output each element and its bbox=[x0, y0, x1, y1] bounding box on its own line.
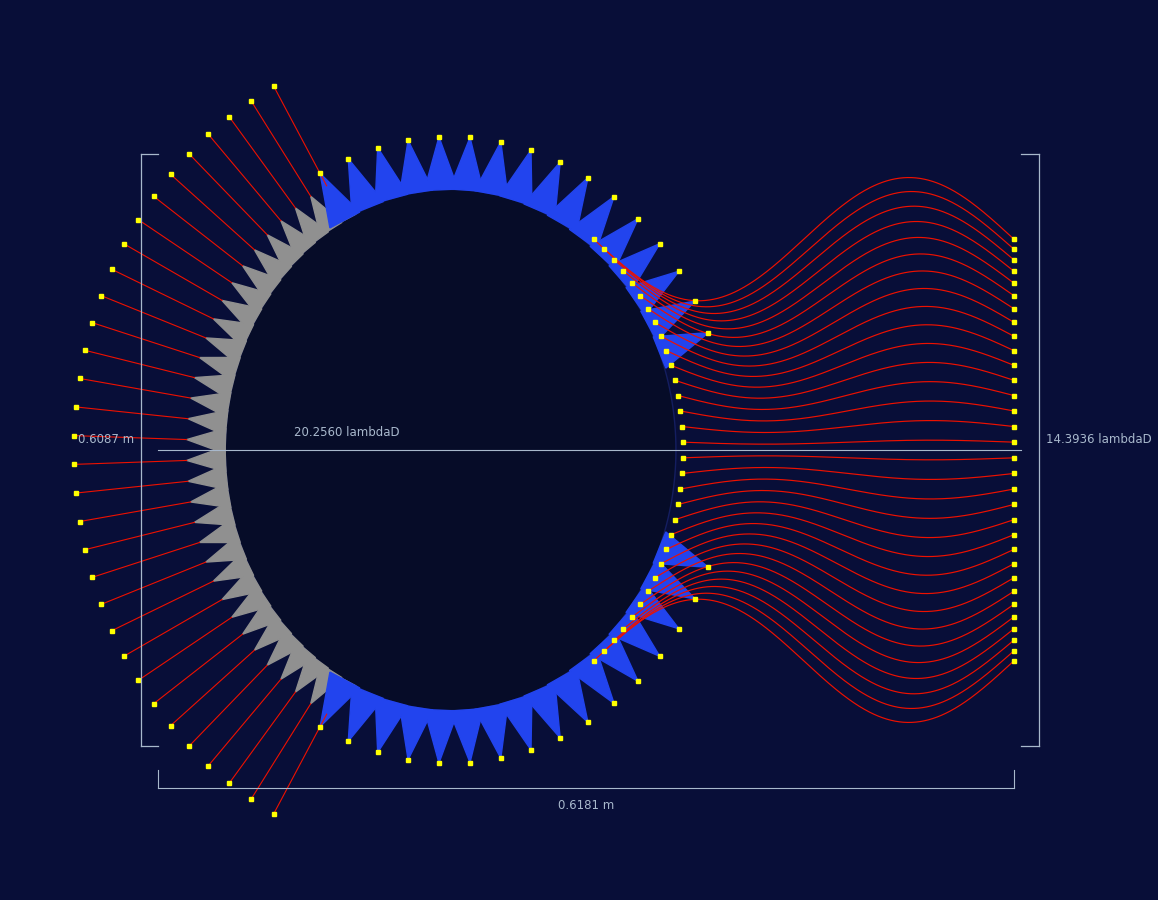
Polygon shape bbox=[195, 500, 235, 526]
Polygon shape bbox=[191, 392, 230, 418]
Polygon shape bbox=[548, 177, 588, 232]
Polygon shape bbox=[213, 319, 254, 347]
Polygon shape bbox=[188, 410, 228, 436]
Polygon shape bbox=[206, 338, 247, 364]
Polygon shape bbox=[295, 208, 329, 247]
Polygon shape bbox=[400, 705, 433, 760]
Polygon shape bbox=[195, 374, 235, 400]
Polygon shape bbox=[375, 148, 408, 203]
Polygon shape bbox=[475, 142, 508, 197]
Polygon shape bbox=[242, 600, 281, 634]
Text: 0.6181 m: 0.6181 m bbox=[558, 798, 614, 812]
Polygon shape bbox=[320, 672, 360, 726]
Polygon shape bbox=[320, 174, 360, 228]
Polygon shape bbox=[400, 140, 433, 195]
Polygon shape bbox=[327, 674, 356, 715]
Polygon shape bbox=[186, 446, 226, 472]
Polygon shape bbox=[523, 162, 560, 217]
Polygon shape bbox=[349, 158, 383, 214]
Polygon shape bbox=[213, 553, 254, 581]
Polygon shape bbox=[281, 642, 315, 680]
Polygon shape bbox=[523, 683, 560, 738]
Polygon shape bbox=[626, 271, 679, 315]
Polygon shape bbox=[375, 697, 408, 752]
Polygon shape bbox=[609, 609, 660, 656]
Polygon shape bbox=[232, 585, 271, 617]
Polygon shape bbox=[424, 137, 459, 191]
Polygon shape bbox=[188, 464, 228, 490]
Polygon shape bbox=[242, 266, 281, 300]
Polygon shape bbox=[570, 196, 614, 249]
Text: 20.2560 lambdaD: 20.2560 lambdaD bbox=[294, 427, 400, 439]
Polygon shape bbox=[609, 244, 660, 291]
Polygon shape bbox=[255, 615, 292, 650]
Polygon shape bbox=[653, 532, 709, 567]
Polygon shape bbox=[640, 301, 695, 341]
Polygon shape bbox=[206, 536, 247, 562]
Polygon shape bbox=[327, 185, 356, 226]
Polygon shape bbox=[255, 250, 292, 285]
Polygon shape bbox=[548, 668, 588, 723]
Polygon shape bbox=[222, 570, 262, 599]
Polygon shape bbox=[626, 585, 679, 629]
Polygon shape bbox=[295, 653, 329, 692]
Polygon shape bbox=[267, 628, 303, 665]
Polygon shape bbox=[191, 482, 230, 508]
Polygon shape bbox=[591, 219, 638, 269]
Polygon shape bbox=[222, 301, 262, 330]
Polygon shape bbox=[570, 651, 614, 704]
Polygon shape bbox=[424, 709, 459, 763]
Polygon shape bbox=[499, 695, 532, 750]
Polygon shape bbox=[475, 703, 508, 758]
Polygon shape bbox=[449, 708, 483, 762]
Polygon shape bbox=[186, 428, 226, 454]
Polygon shape bbox=[310, 196, 342, 236]
Polygon shape bbox=[591, 631, 638, 681]
Polygon shape bbox=[349, 686, 383, 742]
Polygon shape bbox=[653, 333, 709, 368]
Text: 0.6087 m: 0.6087 m bbox=[78, 433, 134, 446]
Polygon shape bbox=[310, 664, 342, 704]
Polygon shape bbox=[267, 235, 303, 272]
Polygon shape bbox=[232, 283, 271, 315]
Text: 14.3936 lambdaD: 14.3936 lambdaD bbox=[1046, 433, 1151, 446]
Polygon shape bbox=[640, 559, 695, 599]
Polygon shape bbox=[281, 220, 315, 258]
Polygon shape bbox=[499, 150, 532, 205]
Polygon shape bbox=[449, 138, 483, 192]
Polygon shape bbox=[226, 190, 676, 710]
Polygon shape bbox=[199, 518, 240, 543]
Polygon shape bbox=[199, 357, 240, 382]
